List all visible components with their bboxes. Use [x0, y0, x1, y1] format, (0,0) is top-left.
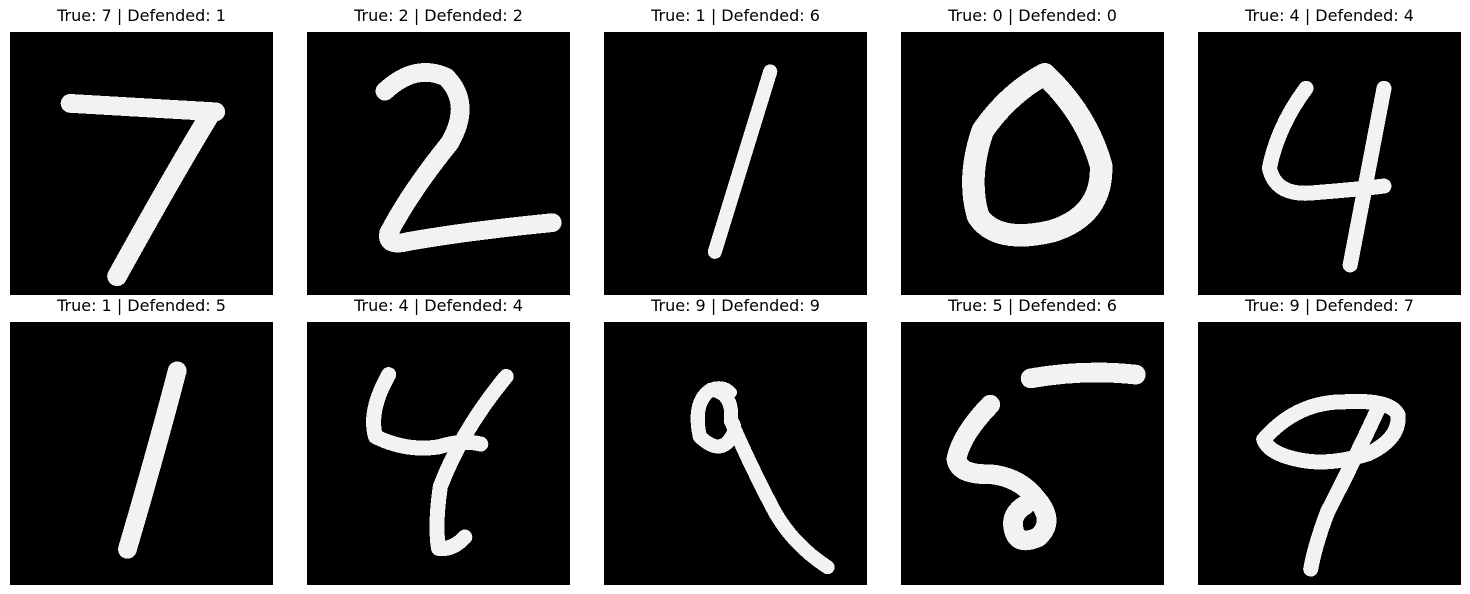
panel-title: True: 2 | Defended: 2: [354, 6, 523, 25]
panel-title: True: 4 | Defended: 4: [354, 296, 523, 315]
panel-title: True: 1 | Defended: 5: [57, 296, 226, 315]
digit-image-9: [604, 322, 867, 585]
digit-image-1: [604, 32, 867, 295]
panel-title: True: 4 | Defended: 4: [1245, 6, 1414, 25]
digit-image-1: [10, 322, 273, 585]
panel-title: True: 7 | Defended: 1: [57, 6, 226, 25]
panel-title: True: 1 | Defended: 6: [651, 6, 820, 25]
panel-title: True: 5 | Defended: 6: [948, 296, 1117, 315]
panel-title: True: 9 | Defended: 9: [651, 296, 820, 315]
digit-image-9: [1198, 322, 1461, 585]
panel-title: True: 0 | Defended: 0: [948, 6, 1117, 25]
panel-title: True: 9 | Defended: 7: [1245, 296, 1414, 315]
digit-image-0: [901, 32, 1164, 295]
digit-image-7: [10, 32, 273, 295]
digit-image-5: [901, 322, 1164, 585]
digit-image-4: [1198, 32, 1461, 295]
digit-image-4: [307, 322, 570, 585]
digit-image-2: [307, 32, 570, 295]
